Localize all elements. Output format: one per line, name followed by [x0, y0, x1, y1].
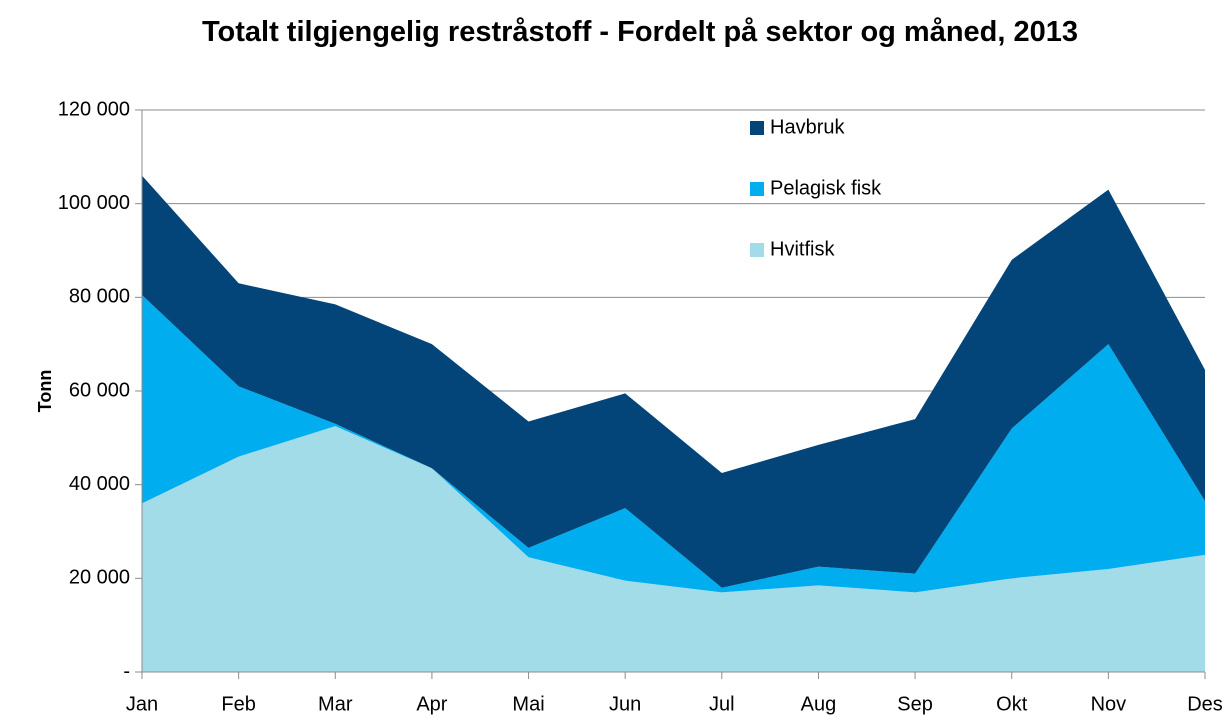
- area: [142, 426, 1205, 672]
- x-tick-label: Okt: [996, 693, 1028, 715]
- x-tick-label: Feb: [221, 693, 255, 715]
- x-tick-label: Jun: [609, 693, 641, 715]
- y-tick-label: 100 000: [58, 192, 130, 214]
- x-tick-label: Mar: [318, 693, 353, 715]
- legend-swatch: [750, 121, 764, 135]
- y-tick-label: 60 000: [69, 379, 130, 401]
- x-tick-label: Apr: [416, 693, 447, 715]
- legend-label: Hvitfisk: [770, 238, 835, 260]
- chart-title: Totalt tilgjengelig restråstoff - Fordel…: [201, 16, 1079, 48]
- legend-label: Havbruk: [770, 116, 845, 138]
- x-tick-label: Mai: [512, 693, 544, 715]
- area: [142, 175, 1205, 588]
- y-tick-label: 120 000: [58, 98, 130, 120]
- x-tick-label: Jan: [126, 693, 158, 715]
- x-tick-label: Nov: [1091, 693, 1127, 715]
- legend-swatch: [750, 243, 764, 257]
- y-axis-label: Tonn: [35, 370, 55, 413]
- y-tick-label: 80 000: [69, 286, 130, 308]
- x-tick-label: Des: [1187, 693, 1223, 715]
- legend-swatch: [750, 182, 764, 196]
- y-tick-label: 20 000: [69, 567, 130, 589]
- y-tick-label: 40 000: [69, 473, 130, 495]
- x-tick-label: Jul: [709, 693, 735, 715]
- y-tick-label: -: [123, 660, 130, 682]
- area: [142, 294, 1205, 593]
- x-tick-label: Aug: [801, 693, 837, 715]
- x-tick-label: Sep: [897, 693, 933, 715]
- legend-label: Pelagisk fisk: [770, 177, 882, 199]
